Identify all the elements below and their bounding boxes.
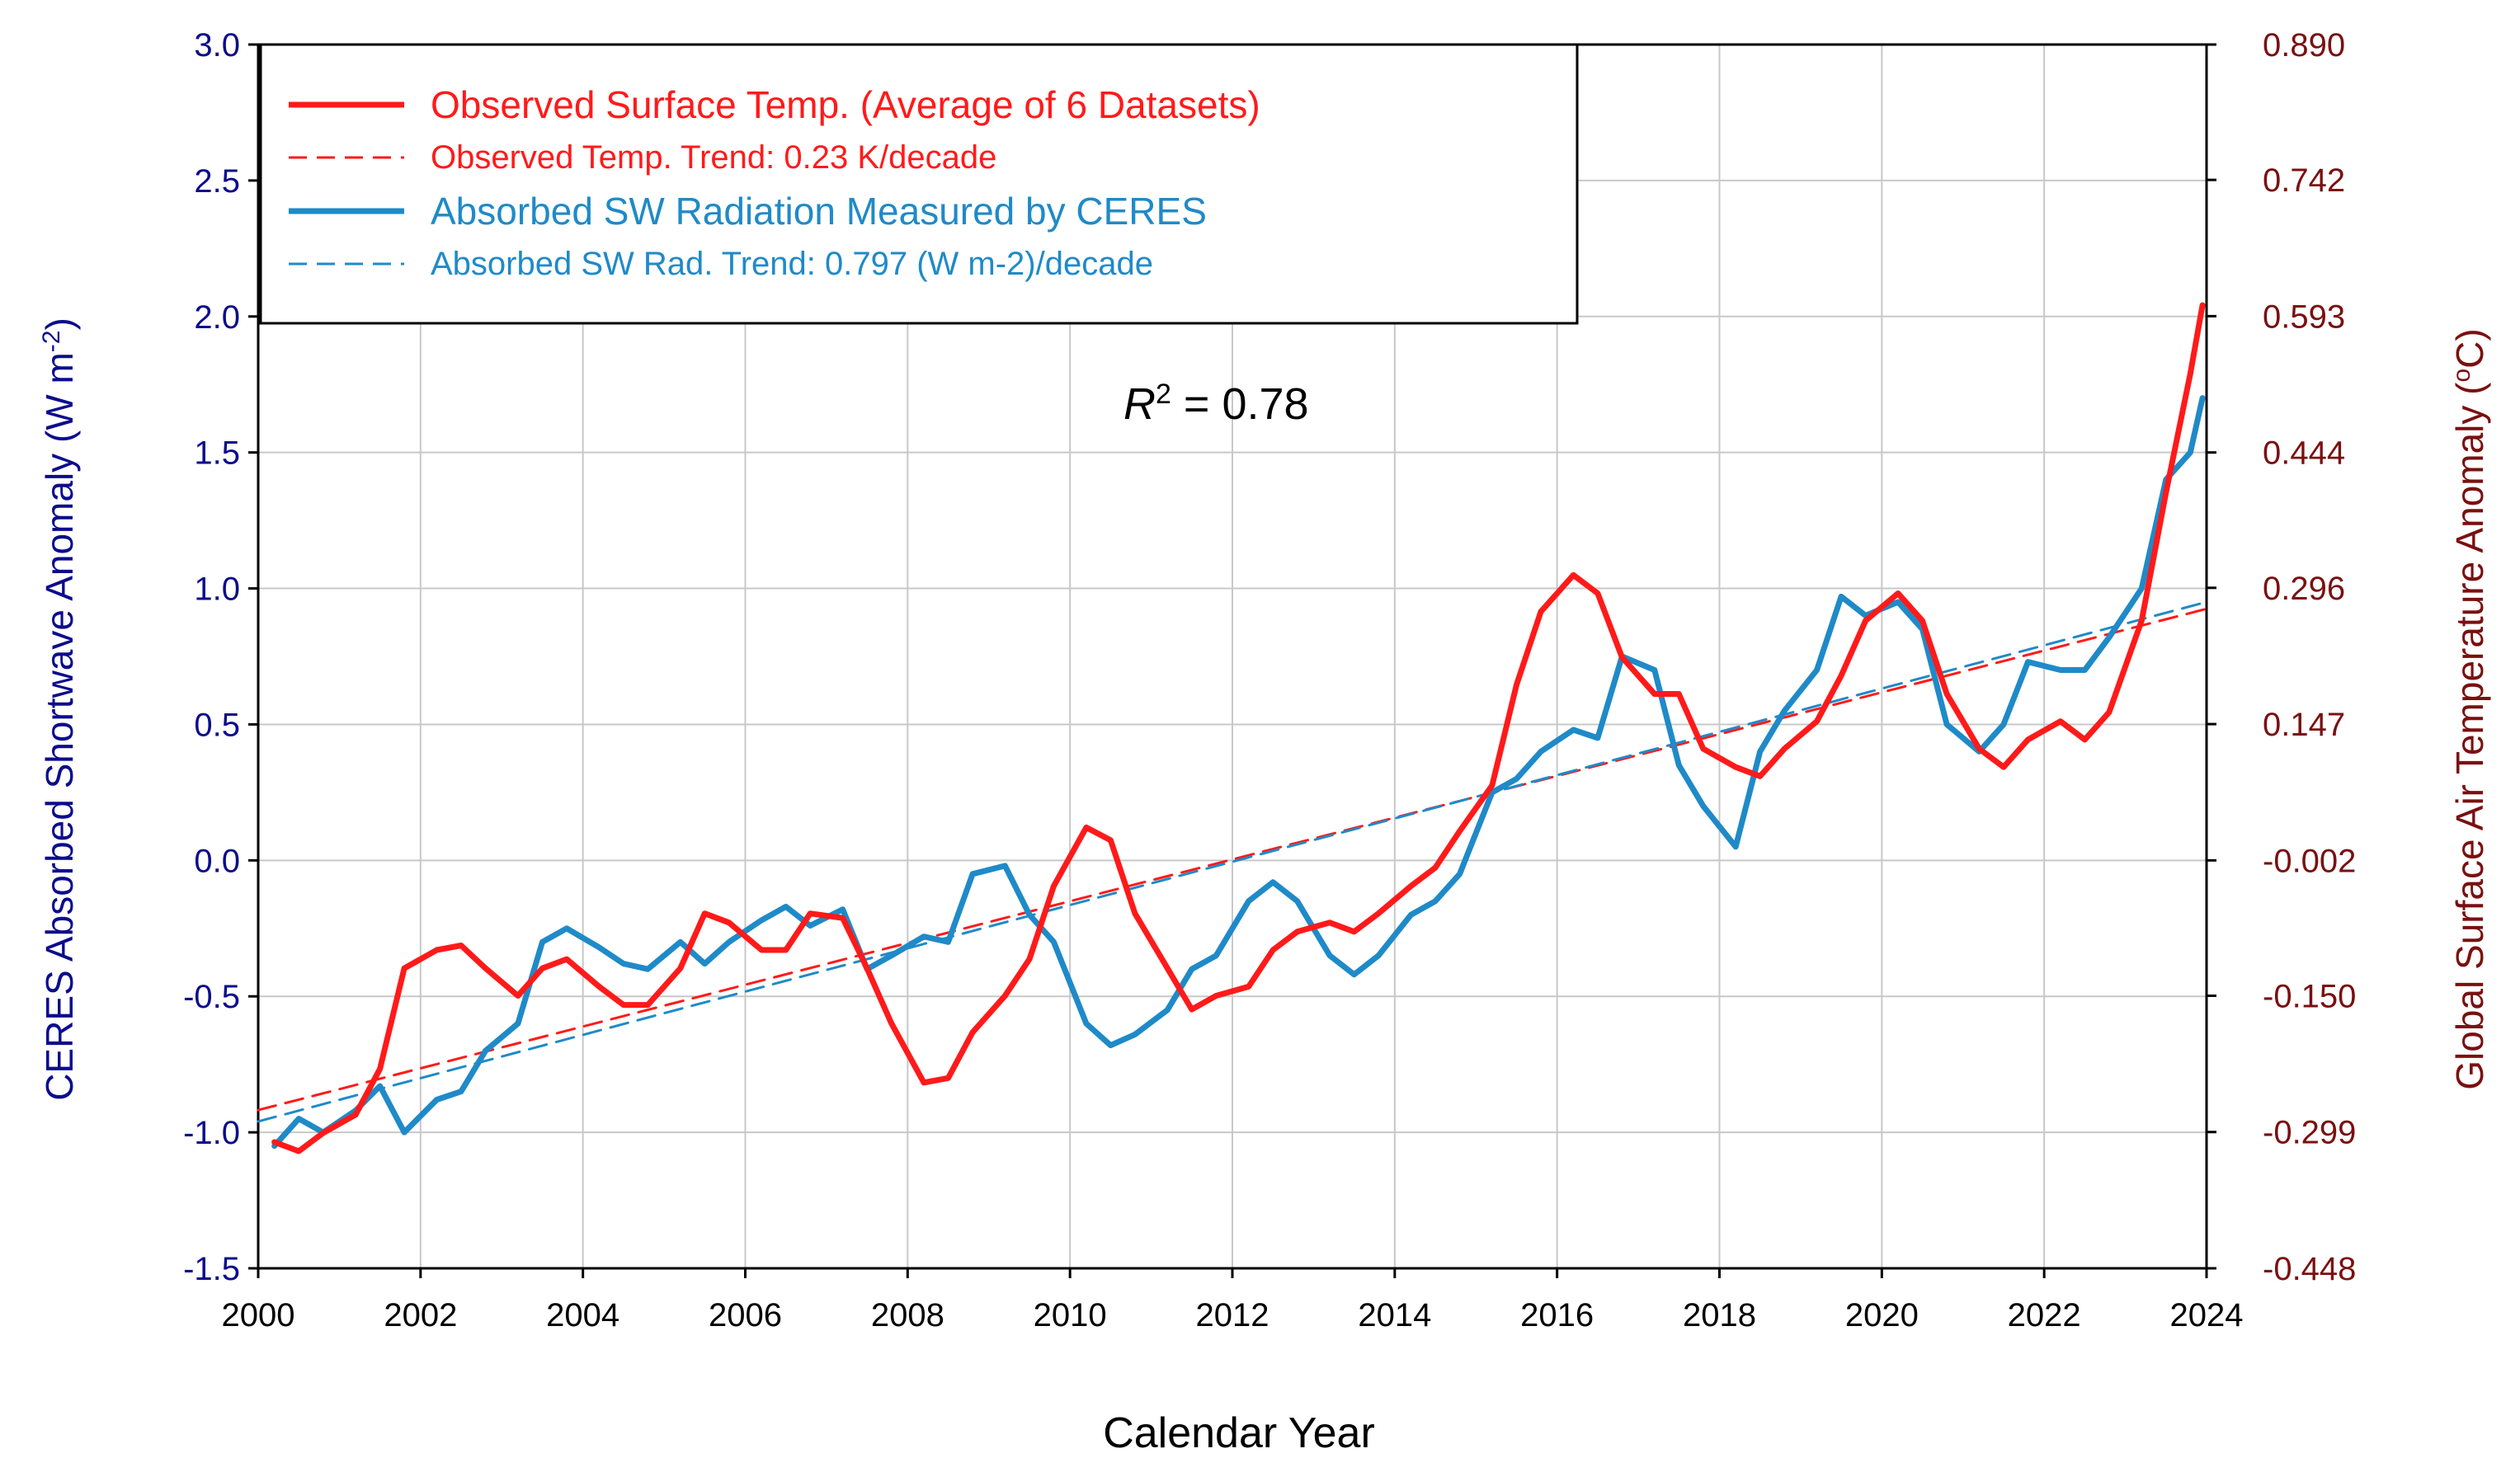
right-axis-title-close: C) [2448, 328, 2491, 369]
y-left-tick-label: -1.5 [183, 1251, 240, 1287]
legend-label-temp: Observed Surface Temp. (Average of 6 Dat… [431, 83, 1260, 126]
svg-text:Global Surface Air Temperature: Global Surface Air Temperature Anomaly (… [2448, 328, 2492, 1089]
y-left-tick-label: 2.0 [194, 299, 240, 336]
left-axis-title-close: ) [38, 317, 81, 330]
x-axis-title: Calendar Year [1103, 1409, 1375, 1457]
x-tick-label: 2020 [1845, 1297, 1919, 1333]
x-tick-label: 2018 [1683, 1297, 1756, 1333]
series-layer [257, 302, 2208, 1155]
svg-text:CERES Absorbed Shortwave Anoma: CERES Absorbed Shortwave Anomaly (W m-2) [38, 317, 82, 1101]
right-axis: 0.890 0.742 0.593 0.444 0.296 0.147 -0.002 -0.1… [2207, 27, 2356, 1287]
left-axis-title-main: CERES Absorbed Shortwave Anomaly (W m [38, 352, 81, 1101]
r-squared-annotation: R2 = 0.78 [1123, 379, 1309, 429]
x-tick-label: 2012 [1196, 1297, 1269, 1333]
r-squared-value: = 0.78 [1171, 379, 1309, 429]
y-left-tick-label: 1.0 [194, 571, 240, 608]
x-tick-label: 2004 [546, 1297, 619, 1333]
y-left-tick-label: 3.0 [194, 27, 240, 63]
y-left-tick-label: 0.5 [194, 707, 240, 743]
y-right-tick-label: -0.150 [2263, 978, 2356, 1014]
legend-label-temp-trend: Observed Temp. Trend: 0.23 K/decade [431, 139, 996, 176]
y-right-tick-label: 0.890 [2263, 27, 2345, 63]
legend: Observed Surface Temp. (Average of 6 Dat… [259, 43, 1579, 325]
legend-label-sw: Absorbed SW Radiation Measured by CERES [431, 190, 1207, 233]
series-absorbed-sw-trend-line [257, 600, 2208, 1123]
right-axis-title-sup: o [2448, 369, 2475, 383]
y-right-tick-label: -0.002 [2263, 843, 2356, 879]
y-left-tick-label: -0.5 [183, 979, 240, 1015]
y-right-tick-label: 0.296 [2263, 571, 2345, 607]
x-tick-label: 2008 [871, 1297, 944, 1333]
x-tick-label: 2016 [1520, 1297, 1594, 1333]
x-tick-label: 2014 [1358, 1297, 1431, 1333]
x-axis: 2000 2002 2004 2006 2008 2010 2012 2014 2016 2018… [222, 1268, 2244, 1333]
y-right-tick-label: 0.593 [2263, 299, 2345, 335]
y-right-tick-label: 0.444 [2263, 435, 2345, 472]
left-axis-title-sup: -2 [38, 331, 65, 353]
x-tick-label: 2024 [2170, 1297, 2244, 1333]
x-tick-label: 2022 [2008, 1297, 2081, 1333]
y-right-tick-label: -0.299 [2263, 1115, 2356, 1151]
y-left-tick-label: 0.0 [194, 843, 240, 879]
y-right-tick-label: -0.448 [2263, 1251, 2356, 1287]
y-left-tick-label: 1.5 [194, 435, 240, 472]
r-squared-sup: 2 [1156, 379, 1171, 410]
x-tick-label: 2000 [222, 1297, 295, 1333]
legend-label-sw-trend: Absorbed SW Rad. Trend: 0.797 (W m-2)/de… [431, 246, 1153, 282]
y-left-tick-label: 2.5 [194, 163, 240, 200]
legend-box [259, 43, 1579, 325]
right-axis-title: Global Surface Air Temperature Anomaly (… [2448, 328, 2492, 1089]
r-squared-prefix: R [1123, 379, 1156, 429]
series-absorbed-sw-line [271, 395, 2206, 1150]
y-left-tick-label: -1.0 [183, 1115, 240, 1151]
left-axis: 3.0 2.5 2.0 1.5 1.0 0.5 0.0 -0.5 -1.0 -1.5 [183, 27, 258, 1287]
series-observed-temp-line [271, 302, 2206, 1155]
y-right-tick-label: 0.742 [2263, 162, 2345, 199]
y-right-tick-label: 0.147 [2263, 707, 2345, 743]
x-tick-label: 2002 [384, 1297, 457, 1333]
x-tick-label: 2006 [709, 1297, 782, 1333]
left-axis-title: CERES Absorbed Shortwave Anomaly (W m-2) [38, 317, 82, 1101]
right-axis-title-main: Global Surface Air Temperature Anomaly ( [2448, 382, 2491, 1090]
x-tick-label: 2010 [1034, 1297, 1107, 1333]
